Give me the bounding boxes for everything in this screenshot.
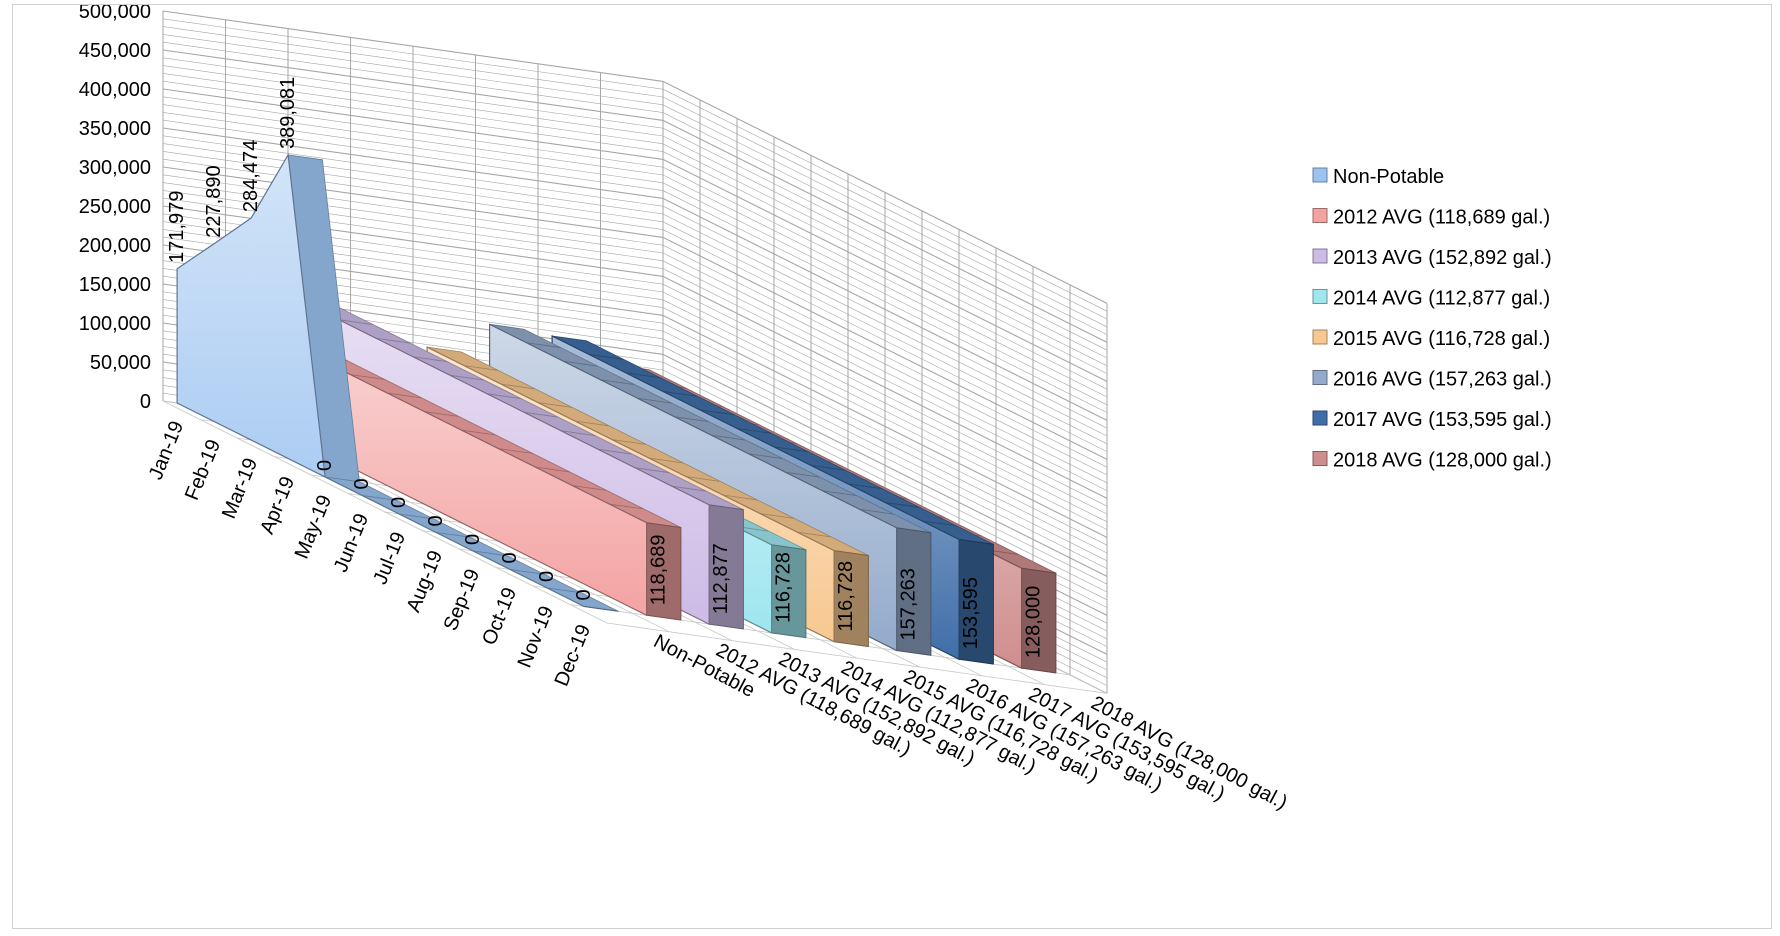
chart-canvas: 0 50,000 100,000 150,000 200,000 250,000 300,0… (79, 5, 1552, 814)
data-label: 112,877 (710, 543, 732, 614)
legend-swatch (1312, 410, 1328, 426)
data-labels: 171,979 227,890 284,474 389,081 0 0 0 0 0 0 0 0 118,… (166, 77, 1045, 658)
x-tick-label: Jan-19 (145, 418, 188, 483)
y-tick-label: 450,000 (79, 40, 151, 62)
y-tick-label: 500,000 (79, 5, 151, 23)
legend-label: Non-Potable (1333, 166, 1444, 188)
legend-label: 2014 AVG (112,877 gal.) (1333, 288, 1550, 310)
data-label: 0 (351, 478, 373, 489)
x-tick-label: Feb-19 (181, 436, 225, 503)
x-tick-label: Sep-19 (440, 566, 485, 634)
y-axis: 0 50,000 100,000 150,000 200,000 250,000 300,0… (79, 5, 151, 413)
x-tick-label: May-19 (291, 492, 336, 562)
data-label: 0 (425, 515, 447, 526)
legend-swatch (1312, 370, 1328, 385)
series-0 (176, 153, 619, 612)
legend-label: 2018 AVG (128,000 gal.) (1333, 450, 1552, 472)
data-label: 153,595 (960, 577, 982, 649)
data-label: 116,728 (773, 552, 795, 623)
y-tick-label: 200,000 (79, 235, 151, 257)
x-tick-label: Dec-19 (551, 621, 596, 689)
x-tick-label: Mar-19 (218, 455, 262, 522)
x-tick-label: Oct-19 (478, 584, 521, 648)
legend-swatch (1312, 167, 1328, 183)
chart-frame: 0 50,000 100,000 150,000 200,000 250,000 300,0… (12, 4, 1772, 929)
data-label: 0 (462, 534, 484, 545)
legend: Non-Potable 2012 AVG (118,689 gal.) 2013 A… (1312, 166, 1552, 472)
data-label: 171,979 (166, 191, 188, 263)
x-tick-label: Aug-19 (403, 547, 448, 615)
y-tick-label: 150,000 (79, 274, 151, 296)
x-tick-label: Nov-19 (514, 603, 559, 671)
data-label: 128,000 (1023, 586, 1045, 658)
legend-label: 2017 AVG (153,595 gal.) (1333, 409, 1552, 431)
data-label: 0 (314, 460, 336, 471)
x-tick-label: Apr-19 (256, 473, 299, 537)
data-label: 118,689 (648, 534, 670, 605)
y-tick-label: 400,000 (79, 79, 151, 101)
legend-label: 2013 AVG (152,892 gal.) (1333, 247, 1552, 269)
x-tick-label: Jun-19 (330, 510, 373, 575)
y-tick-label: 0 (140, 391, 151, 413)
data-label: 0 (573, 589, 595, 600)
data-label: 0 (388, 497, 410, 508)
x-tick-label: Jul-19 (369, 529, 410, 588)
legend-swatch (1312, 248, 1328, 264)
data-label: 0 (499, 552, 521, 563)
data-label: 284,474 (240, 140, 262, 212)
data-label: 157,263 (898, 568, 920, 640)
series-0-face (176, 153, 585, 608)
y-tick-label: 250,000 (79, 196, 151, 218)
legend-swatch (1312, 289, 1328, 304)
series-0-end (584, 606, 619, 612)
legend-swatch (1312, 329, 1328, 345)
data-label: 389,081 (277, 77, 299, 149)
y-tick-label: 100,000 (79, 313, 151, 335)
y-tick-label: 50,000 (90, 352, 151, 374)
legend-label: 2015 AVG (116,728 gal.) (1333, 328, 1550, 350)
data-label: 116,728 (835, 561, 857, 632)
y-tick-label: 350,000 (79, 118, 151, 140)
series-group (176, 153, 1057, 674)
legend-swatch (1312, 208, 1328, 223)
legend-label: 2012 AVG (118,689 gal.) (1333, 207, 1550, 229)
legend-label: 2016 AVG (157,263 gal.) (1333, 369, 1552, 391)
y-tick-label: 300,000 (79, 157, 151, 179)
floor-line (606, 622, 1108, 694)
data-label: 0 (536, 571, 558, 582)
legend-swatch (1312, 451, 1328, 466)
data-label: 227,890 (203, 165, 225, 237)
